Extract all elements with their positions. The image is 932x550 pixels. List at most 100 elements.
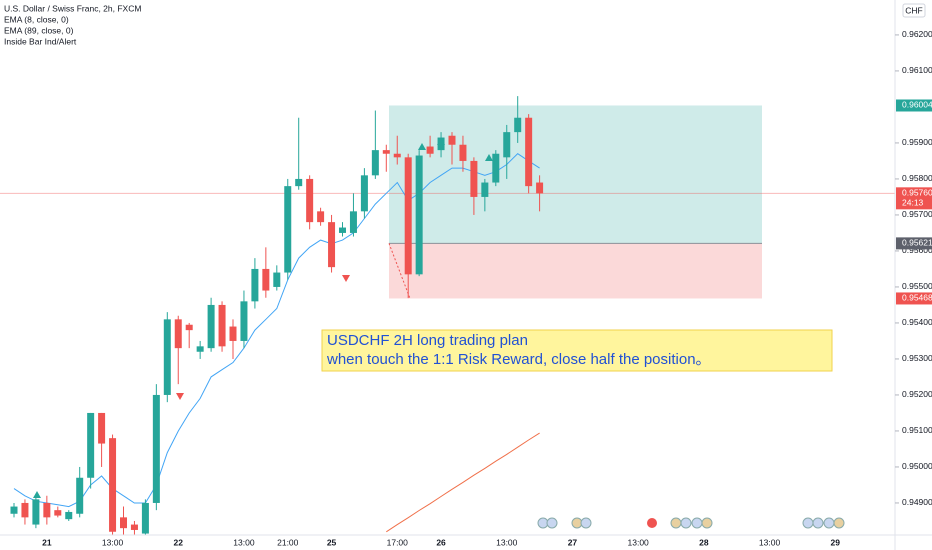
candle-body (32, 499, 40, 525)
y-tick-label: 0.94900 (902, 497, 932, 507)
event-flag (670, 517, 682, 529)
x-tick-label: 13:00 (496, 537, 518, 547)
candle-body (492, 153, 500, 183)
x-tick-label: 27 (568, 537, 578, 547)
candle-body (328, 222, 336, 268)
currency-label[interactable]: CHF (905, 5, 922, 15)
candle-body (54, 510, 62, 516)
candle-body (196, 346, 204, 352)
signals (33, 138, 493, 498)
candle-body (10, 506, 18, 514)
buy-signal (33, 491, 41, 498)
x-tick-label: 13:00 (759, 537, 781, 547)
stop-price-box (896, 292, 932, 305)
candle-body (185, 324, 193, 331)
event-flag (691, 517, 703, 529)
candle-body (339, 227, 346, 233)
candle-body (109, 438, 117, 532)
x-tick-label: 25 (327, 537, 337, 547)
candle-body (426, 146, 434, 154)
candle-body (218, 304, 226, 347)
candle-body (152, 394, 160, 503)
buy-signal (437, 138, 445, 145)
x-tick-label: 28 (699, 537, 709, 547)
candle-body (371, 150, 379, 176)
candle-body (503, 132, 511, 158)
y-tick-label: 0.95000 (902, 461, 932, 471)
event-flag (680, 517, 692, 529)
candle-body (262, 268, 270, 291)
y-tick-label: 0.95900 (902, 137, 932, 147)
buy-signal (485, 154, 493, 161)
candle-body (141, 502, 149, 534)
y-tick-label: 0.96200 (902, 29, 932, 39)
candle-body (415, 155, 423, 275)
y-tick-label: 0.95800 (902, 173, 932, 183)
legend-entry: EMA (8, close, 0) (4, 14, 69, 24)
entry-price-box (896, 237, 932, 250)
last-price-box (896, 187, 932, 210)
candle-body (404, 157, 412, 275)
ema-line (386, 432, 540, 533)
y-tick-label: 0.95100 (902, 425, 932, 435)
candle-body (525, 117, 533, 187)
candle-body (130, 524, 138, 530)
candle-body (251, 268, 259, 302)
candle-body (349, 211, 357, 233)
y-tick-label: 0.95400 (902, 317, 932, 327)
candle-body (174, 319, 182, 349)
candle-body (295, 178, 303, 187)
legend-entry: EMA (89, close, 0) (4, 25, 74, 35)
candle-body (76, 477, 84, 514)
candle-body (360, 175, 368, 212)
event-flag (833, 517, 845, 529)
candle-body (284, 186, 292, 273)
y-tick-label: 0.95500 (902, 281, 932, 291)
candle-body (240, 301, 248, 341)
candle-body (514, 117, 522, 133)
trade-path (388, 243, 411, 299)
ema-line (13, 153, 540, 508)
annotation-text: when touch the 1:1 Risk Reward, close ha… (326, 351, 711, 368)
loss-zone (389, 243, 762, 299)
countdown: 24:13 (902, 198, 924, 208)
candle-body (163, 319, 171, 395)
candle-body (229, 326, 237, 341)
currency-box[interactable] (902, 3, 926, 18)
last-price-label: 0.95760 (902, 188, 932, 198)
event-flag (580, 517, 592, 529)
event-flag (546, 517, 558, 529)
entry-price-label: 0.95621 (902, 238, 932, 248)
x-tick-label: 22 (174, 537, 184, 547)
candle-body (207, 304, 215, 349)
x-tick-label: 13:00 (102, 537, 124, 547)
x-tick-label: 26 (436, 537, 446, 547)
legend-entry: Inside Bar Ind/Alert (4, 36, 77, 46)
candle-body (273, 272, 281, 287)
candle-body (120, 517, 127, 529)
annotation-box (321, 329, 833, 372)
event-flag (802, 517, 814, 529)
candle-body (87, 412, 95, 478)
candle-body (65, 511, 73, 520)
buy-signal (418, 143, 426, 150)
event-flags (537, 517, 845, 529)
annotation-text: USDCHF 2H long trading plan (327, 332, 528, 349)
x-tick-label: 17:00 (387, 537, 409, 547)
target-price-box (896, 99, 932, 112)
candle-body (459, 144, 467, 161)
sell-signal (176, 393, 184, 400)
x-tick-label: 29 (831, 537, 841, 547)
candle-body (43, 502, 51, 518)
y-tick-label: 0.95200 (902, 389, 932, 399)
candle-body (98, 412, 106, 444)
y-tick-label: 0.95700 (902, 209, 932, 219)
plot-area (10, 96, 544, 535)
candle-body (393, 153, 401, 158)
candle-body (448, 135, 456, 145)
candle-body (481, 182, 489, 197)
x-tick-label: 13:00 (628, 537, 650, 547)
y-tick-label: 0.96100 (902, 65, 932, 75)
sell-signal (342, 275, 350, 282)
symbol-title: U.S. Dollar / Swiss Franc, 2h, FXCM (4, 3, 141, 13)
